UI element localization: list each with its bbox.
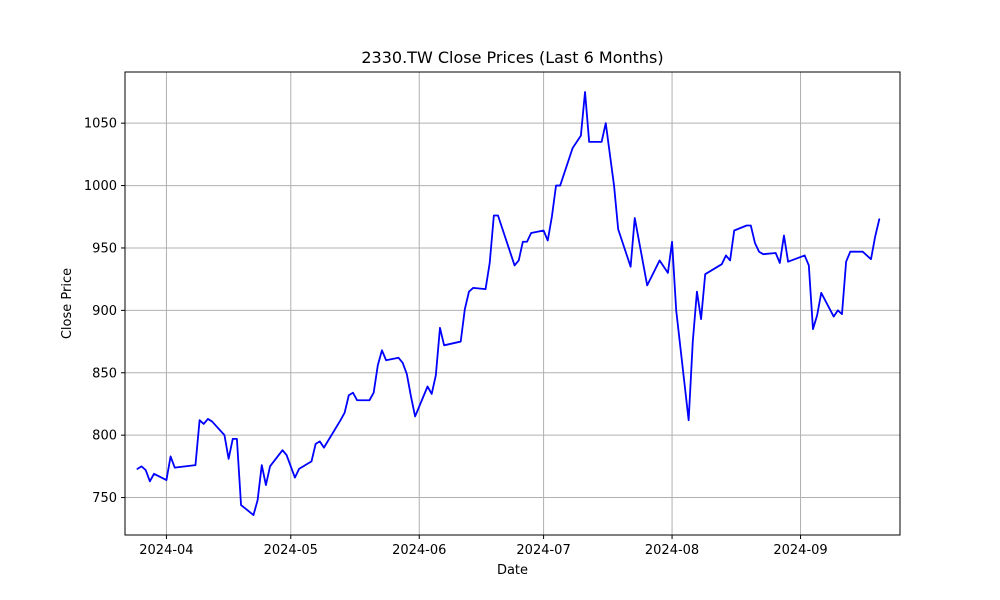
x-tick-label: 2024-06 [392,543,446,558]
grid-lines [125,72,900,535]
series-layer [136,91,881,516]
chart-title: 2330.TW Close Prices (Last 6 Months) [361,48,663,67]
y-tick-label: 800 [92,429,117,444]
y-tick-label: 1000 [84,179,117,194]
plot-area [125,72,900,535]
y-tick-label: 850 [92,366,117,381]
y-tick-label: 950 [92,241,117,256]
ticks: 2024-04 2024-05 2024-06 2024-07 2024-08 2024-… [84,117,828,558]
plot-frame [124,71,901,536]
x-tick-label: 2024-09 [773,543,827,558]
x-axis-label: Date [497,563,528,578]
x-tick-label: 2024-05 [264,543,318,558]
x-tick-label: 2024-07 [516,543,570,558]
y-tick-label: 750 [92,491,117,506]
y-tick-label: 1050 [84,117,117,132]
y-tick-label: 900 [92,304,117,319]
x-tick-label: 2024-08 [645,543,699,558]
y-axis-label: Close Price [60,268,75,339]
close-price-line [136,91,881,516]
x-tick-label: 2024-04 [139,543,193,558]
